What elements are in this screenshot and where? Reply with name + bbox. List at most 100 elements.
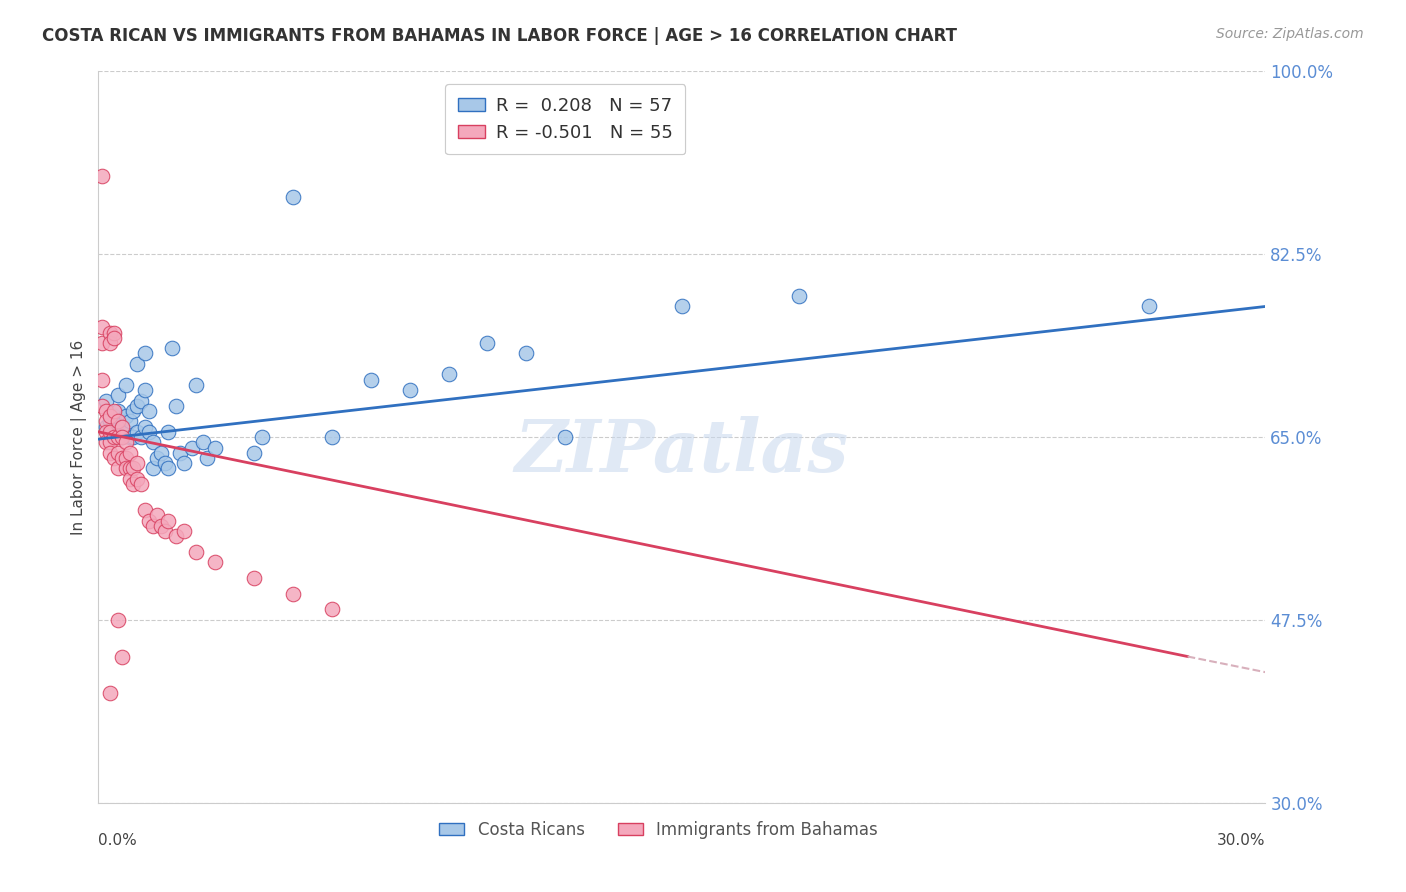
Point: [250, 430, 273, 444]
Text: ZIPatlas: ZIPatlas: [515, 417, 849, 487]
Point: [138, 514, 160, 528]
Point: [91, 169, 114, 183]
Point: [142, 461, 165, 475]
Point: [184, 545, 207, 559]
Point: [111, 419, 134, 434]
Point: [96, 419, 118, 434]
Point: [127, 456, 149, 470]
Point: [98, 425, 121, 439]
Point: [103, 331, 125, 345]
Text: COSTA RICAN VS IMMIGRANTS FROM BAHAMAS IN LABOR FORCE | AGE > 16 CORRELATION CHA: COSTA RICAN VS IMMIGRANTS FROM BAHAMAS I…: [42, 27, 957, 45]
Point: [114, 435, 136, 450]
Point: [157, 514, 180, 528]
Point: [107, 613, 129, 627]
Point: [91, 373, 114, 387]
Point: [180, 441, 202, 455]
Point: [96, 404, 118, 418]
Point: [111, 419, 134, 434]
Point: [118, 446, 141, 460]
Point: [107, 425, 129, 439]
Point: [96, 435, 118, 450]
Point: [107, 388, 129, 402]
Point: [515, 346, 537, 360]
Point: [437, 368, 460, 382]
Point: [281, 587, 304, 601]
Point: [129, 477, 152, 491]
Point: [153, 456, 176, 470]
Point: [122, 477, 145, 491]
Text: 30.0%: 30.0%: [1218, 833, 1265, 848]
Point: [149, 519, 172, 533]
Point: [103, 450, 125, 465]
Point: [173, 524, 195, 538]
Point: [107, 461, 129, 475]
Point: [204, 556, 226, 570]
Point: [129, 393, 152, 408]
Point: [157, 461, 180, 475]
Point: [169, 446, 191, 460]
Point: [103, 326, 125, 340]
Point: [91, 336, 114, 351]
Point: [118, 430, 141, 444]
Point: [195, 450, 218, 465]
Point: [281, 190, 304, 204]
Text: Source: ZipAtlas.com: Source: ZipAtlas.com: [1216, 27, 1364, 41]
Point: [398, 383, 420, 397]
Point: [98, 326, 121, 340]
Point: [129, 430, 152, 444]
Point: [153, 524, 176, 538]
Point: [114, 377, 136, 392]
Point: [111, 649, 134, 664]
Point: [98, 425, 121, 439]
Point: [98, 336, 121, 351]
Point: [165, 399, 187, 413]
Point: [91, 399, 114, 413]
Point: [157, 425, 180, 439]
Point: [127, 425, 149, 439]
Point: [127, 472, 149, 486]
Point: [204, 441, 226, 455]
Point: [134, 503, 156, 517]
Point: [111, 450, 134, 465]
Point: [134, 419, 156, 434]
Point: [96, 393, 118, 408]
Point: [122, 430, 145, 444]
Point: [91, 320, 114, 334]
Point: [118, 472, 141, 486]
Point: [103, 430, 125, 444]
Point: [122, 404, 145, 418]
Point: [146, 450, 169, 465]
Point: [98, 686, 121, 700]
Point: [162, 341, 184, 355]
Point: [118, 414, 141, 428]
Point: [103, 409, 125, 424]
Point: [149, 446, 172, 460]
Point: [98, 446, 121, 460]
Point: [111, 430, 134, 444]
Point: [118, 461, 141, 475]
Point: [127, 399, 149, 413]
Point: [114, 450, 136, 465]
Point: [107, 430, 129, 444]
Point: [193, 435, 215, 450]
Point: [787, 289, 810, 303]
Point: [142, 519, 165, 533]
Text: 0.0%: 0.0%: [98, 833, 138, 848]
Point: [321, 602, 343, 616]
Point: [127, 357, 149, 371]
Point: [243, 446, 266, 460]
Point: [134, 346, 156, 360]
Point: [138, 425, 160, 439]
Point: [165, 529, 187, 543]
Point: [114, 425, 136, 439]
Point: [1137, 300, 1160, 314]
Point: [184, 377, 207, 392]
Point: [107, 404, 129, 418]
Point: [111, 430, 134, 444]
Point: [103, 430, 125, 444]
Point: [96, 414, 118, 428]
Point: [671, 300, 693, 314]
Point: [114, 409, 136, 424]
Point: [103, 404, 125, 418]
Point: [138, 404, 160, 418]
